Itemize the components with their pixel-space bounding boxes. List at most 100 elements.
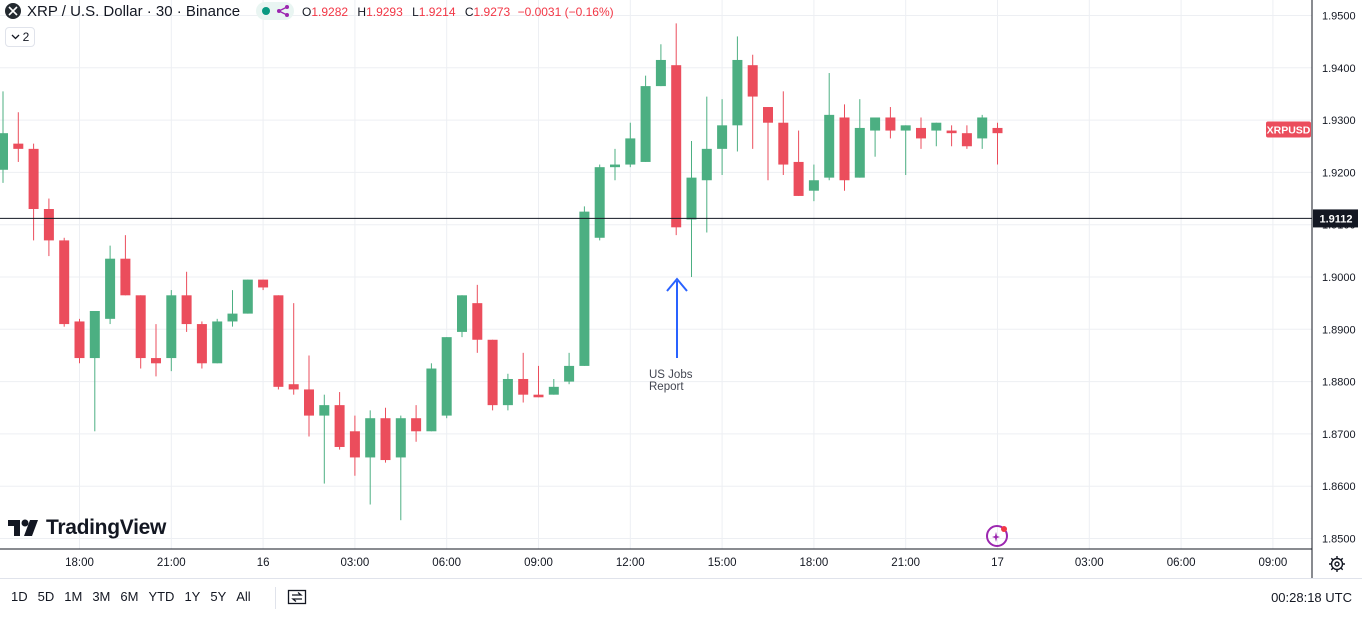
candle[interactable] — [380, 407, 391, 463]
candle[interactable] — [900, 125, 911, 176]
candle-body — [916, 127, 926, 139]
candle[interactable] — [135, 295, 146, 369]
candle[interactable] — [258, 279, 269, 291]
settings-icon[interactable] — [1328, 555, 1346, 573]
candle[interactable] — [610, 148, 620, 181]
candle[interactable] — [977, 114, 988, 149]
candle[interactable] — [732, 36, 743, 152]
candle[interactable] — [824, 73, 835, 181]
candle[interactable] — [365, 410, 376, 505]
candle[interactable] — [625, 122, 636, 168]
candle[interactable] — [671, 23, 682, 236]
candle[interactable] — [227, 290, 238, 327]
candle[interactable] — [89, 310, 100, 432]
candle[interactable] — [778, 91, 789, 176]
candle[interactable] — [854, 99, 865, 178]
candle[interactable] — [548, 378, 559, 395]
candle[interactable] — [518, 352, 529, 403]
candle[interactable] — [166, 290, 177, 372]
candle[interactable] — [946, 125, 957, 147]
candle[interactable] — [181, 271, 192, 332]
ai-sparkle-icon[interactable] — [986, 525, 1008, 547]
candle[interactable] — [916, 117, 926, 149]
candle[interactable] — [411, 405, 422, 442]
candle[interactable] — [747, 54, 758, 149]
candle[interactable] — [426, 363, 437, 432]
candle-body — [625, 138, 636, 165]
low-label: L — [412, 5, 419, 19]
candle[interactable] — [870, 117, 881, 157]
candle[interactable] — [59, 237, 70, 327]
candle[interactable] — [74, 318, 85, 364]
indicator-pill[interactable] — [256, 2, 294, 20]
candle[interactable] — [793, 130, 804, 196]
candle[interactable] — [686, 141, 697, 277]
tradingview-logo[interactable]: TradingView — [8, 516, 166, 540]
candle[interactable] — [808, 164, 819, 202]
candle[interactable] — [457, 295, 467, 338]
candle-body — [686, 177, 697, 220]
candle[interactable] — [105, 245, 116, 325]
range-1m-button[interactable]: 1M — [64, 589, 83, 604]
candle[interactable] — [640, 75, 651, 162]
candle[interactable] — [579, 206, 590, 366]
candle[interactable] — [0, 91, 8, 183]
candles — [0, 23, 1003, 521]
candle[interactable] — [701, 96, 712, 233]
candle[interactable] — [304, 355, 314, 437]
candlestick-chart[interactable]: 1.95001.94001.93001.92001.91001.90001.89… — [0, 0, 1362, 578]
candle[interactable] — [319, 394, 330, 484]
candle[interactable] — [242, 279, 253, 314]
y-tick-label: 1.8800 — [1322, 377, 1356, 389]
candle-body — [900, 125, 911, 131]
range-all-button[interactable]: All — [236, 589, 251, 604]
candle[interactable] — [395, 415, 406, 521]
candle[interactable] — [13, 112, 24, 162]
range-6m-button[interactable]: 6M — [120, 589, 139, 604]
candle[interactable] — [43, 198, 54, 257]
candle[interactable] — [441, 337, 452, 419]
x-tick-label: 16 — [257, 557, 270, 569]
indicator-collapse-button[interactable]: 2 — [5, 27, 35, 47]
candle[interactable] — [151, 324, 161, 377]
close-value: 1.9273 — [473, 5, 511, 19]
candle[interactable] — [717, 99, 728, 176]
candle[interactable] — [763, 107, 773, 181]
range-5d-button[interactable]: 5D — [37, 589, 55, 604]
candle-body — [671, 65, 682, 228]
range-1y-button[interactable]: 1Y — [184, 589, 201, 604]
candle[interactable] — [487, 339, 498, 411]
candle[interactable] — [472, 284, 483, 353]
candle[interactable] — [120, 235, 131, 296]
candle-body — [28, 148, 39, 210]
candle[interactable] — [839, 104, 850, 191]
compare-icon[interactable] — [287, 587, 307, 607]
candle-body — [319, 405, 330, 416]
candle-body — [120, 258, 131, 296]
candle-body — [411, 418, 422, 432]
candle[interactable] — [564, 352, 575, 385]
candle[interactable] — [931, 122, 942, 147]
candle[interactable] — [334, 392, 345, 450]
candle[interactable] — [655, 44, 666, 87]
candle[interactable] — [349, 415, 360, 476]
candle[interactable] — [288, 303, 299, 395]
range-5y-button[interactable]: 5Y — [210, 589, 227, 604]
range-ytd-button[interactable]: YTD — [148, 589, 175, 604]
candle[interactable] — [212, 318, 223, 364]
candle[interactable] — [28, 143, 39, 241]
candle[interactable] — [533, 365, 544, 398]
candle[interactable] — [273, 295, 284, 390]
range-3m-button[interactable]: 3M — [92, 589, 111, 604]
y-tick-label: 1.8900 — [1322, 324, 1356, 336]
candle[interactable] — [594, 164, 605, 241]
candle[interactable] — [992, 122, 1003, 165]
clock-utc[interactable]: 00:28:18 UTC — [1271, 590, 1352, 605]
candle[interactable] — [502, 373, 513, 411]
range-1d-button[interactable]: 1D — [11, 589, 28, 604]
symbol-title[interactable]: XRP / U.S. Dollar · 30 · Binance — [27, 3, 241, 20]
candle[interactable] — [196, 321, 207, 369]
candle[interactable] — [885, 107, 896, 139]
candle-body — [13, 143, 24, 149]
candle[interactable] — [961, 125, 972, 149]
